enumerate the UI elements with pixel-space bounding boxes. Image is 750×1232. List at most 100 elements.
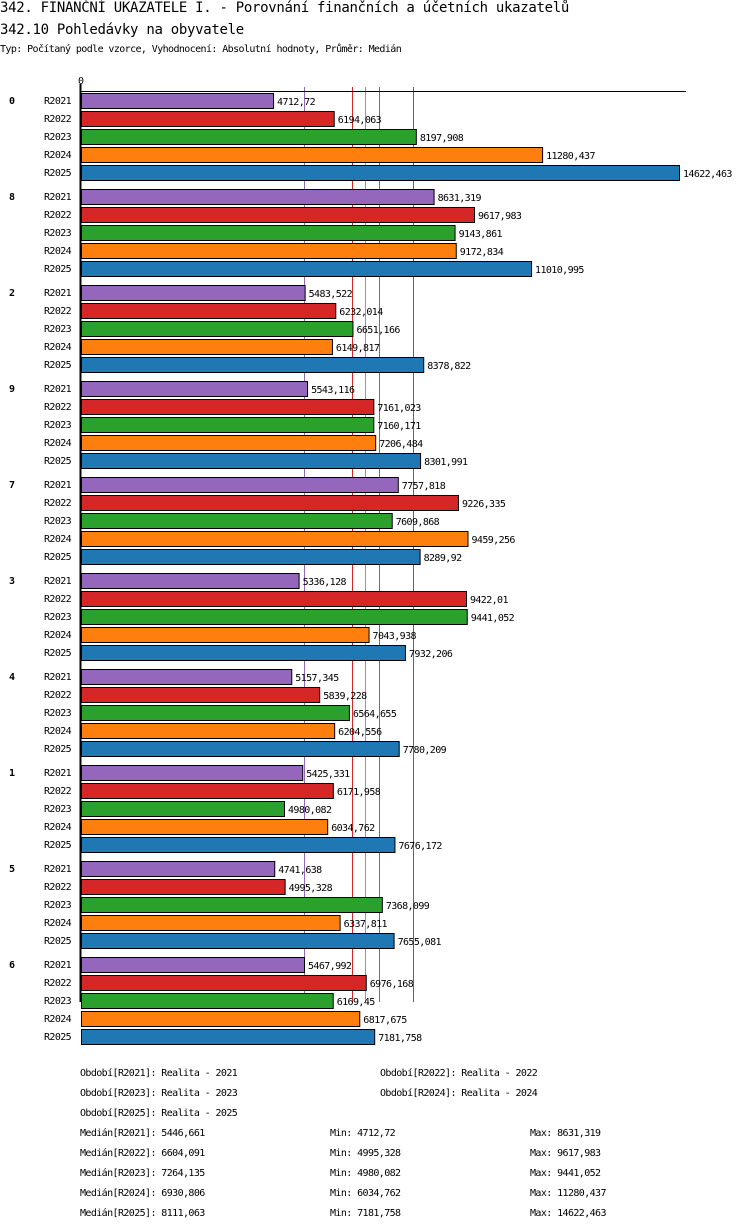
- bar-R2023: [81, 897, 383, 913]
- legend-stat-min: Min: 4712,72: [330, 1128, 396, 1139]
- series-label: R2024: [44, 822, 72, 833]
- value-label: 11280,437: [546, 151, 595, 162]
- value-label: 8289,92: [424, 553, 463, 564]
- legend-stat-max: Max: 9617,983: [530, 1148, 601, 1159]
- value-label: 5543,116: [311, 385, 355, 396]
- value-label: 5157,345: [295, 673, 339, 684]
- value-label: 8197,908: [420, 133, 464, 144]
- bar-R2025: [81, 165, 680, 181]
- bar-R2024: [81, 627, 370, 643]
- value-label: 9459,256: [471, 535, 515, 546]
- value-label: 9422,01: [470, 595, 509, 606]
- value-label: 7043,938: [373, 631, 417, 642]
- bar-R2024: [81, 1011, 361, 1027]
- value-label: 6817,675: [363, 1015, 407, 1026]
- value-label: 5467,992: [308, 961, 352, 972]
- series-label: R2024: [44, 342, 72, 353]
- category-label: 3: [9, 576, 15, 587]
- series-label: R2022: [44, 210, 72, 221]
- series-label: R2024: [44, 726, 72, 737]
- series-label: R2024: [44, 438, 72, 449]
- bar-R2023: [81, 801, 286, 817]
- bar-R2023: [81, 993, 334, 1009]
- bar-R2023: [81, 129, 417, 145]
- series-label: R2023: [44, 900, 72, 911]
- series-label: R2024: [44, 918, 72, 929]
- series-label: R2022: [44, 114, 72, 125]
- value-label: 4995,328: [289, 883, 333, 894]
- series-label: R2021: [44, 960, 72, 971]
- series-label: R2023: [44, 132, 72, 143]
- legend-stat-median: Medián[R2022]: 6604,091: [80, 1148, 205, 1159]
- bar-R2023: [81, 609, 468, 625]
- series-label: R2024: [44, 534, 72, 545]
- category-label: 4: [9, 672, 15, 683]
- bar-R2025: [81, 549, 421, 565]
- series-label: R2025: [44, 840, 72, 851]
- bar-R2023: [81, 225, 456, 241]
- bar-R2022: [81, 687, 321, 703]
- value-label: 7932,206: [409, 649, 453, 660]
- series-label: R2025: [44, 1032, 72, 1043]
- bar-R2021: [81, 765, 304, 781]
- bar-R2025: [81, 453, 422, 469]
- chart-subtitle: 342.10 Pohledávky na obyvatele: [0, 22, 244, 38]
- bar-R2021: [81, 381, 309, 397]
- legend-period: Období[R2025]: Realita - 2025: [80, 1108, 238, 1119]
- value-label: 7655,081: [398, 937, 442, 948]
- value-label: 6337,811: [344, 919, 388, 930]
- value-label: 6169,45: [337, 997, 376, 1008]
- bar-R2024: [81, 819, 329, 835]
- series-label: R2021: [44, 192, 72, 203]
- legend-stat-min: Min: 7181,758: [330, 1208, 401, 1219]
- x-tick-label: 0: [78, 76, 84, 87]
- value-label: 6171,958: [337, 787, 381, 798]
- category-label: 0: [9, 96, 15, 107]
- bar-R2021: [81, 669, 293, 685]
- value-label: 7676,172: [398, 841, 442, 852]
- category-label: 5: [9, 864, 15, 875]
- bar-R2022: [81, 303, 337, 319]
- value-label: 7160,171: [377, 421, 421, 432]
- bar-R2021: [81, 285, 306, 301]
- value-label: 7181,758: [378, 1033, 422, 1044]
- series-label: R2023: [44, 516, 72, 527]
- bar-R2023: [81, 513, 393, 529]
- bar-R2021: [81, 93, 275, 109]
- bar-R2022: [81, 111, 335, 127]
- legend-stat-max: Max: 14622,463: [530, 1208, 606, 1219]
- series-label: R2025: [44, 648, 72, 659]
- series-label: R2022: [44, 402, 72, 413]
- value-label: 4712,72: [277, 97, 316, 108]
- value-label: 5336,128: [303, 577, 347, 588]
- value-label: 4980,082: [288, 805, 332, 816]
- category-label: 7: [9, 480, 15, 491]
- series-label: R2024: [44, 1014, 72, 1025]
- value-label: 7161,023: [377, 403, 421, 414]
- value-label: 7757,818: [402, 481, 446, 492]
- chart-info: Typ: Počítaný podle vzorce, Vyhodnocení:…: [0, 44, 402, 55]
- series-label: R2023: [44, 228, 72, 239]
- series-label: R2022: [44, 306, 72, 317]
- value-label: 5483,522: [309, 289, 353, 300]
- bar-R2024: [81, 531, 469, 547]
- legend-stat-max: Max: 8631,319: [530, 1128, 601, 1139]
- series-label: R2021: [44, 288, 72, 299]
- bar-R2022: [81, 399, 375, 415]
- value-label: 9172,834: [460, 247, 504, 258]
- series-label: R2023: [44, 420, 72, 431]
- bar-R2022: [81, 783, 334, 799]
- value-label: 7609,868: [396, 517, 440, 528]
- bar-R2022: [81, 207, 475, 223]
- series-label: R2021: [44, 576, 72, 587]
- series-label: R2021: [44, 672, 72, 683]
- value-label: 8301,991: [424, 457, 468, 468]
- value-label: 9617,983: [478, 211, 522, 222]
- value-label: 6564,655: [353, 709, 397, 720]
- bar-R2021: [81, 861, 276, 877]
- legend-period: Období[R2022]: Realita - 2022: [380, 1068, 538, 1079]
- bar-R2021: [81, 189, 435, 205]
- value-label: 14622,463: [683, 169, 732, 180]
- legend-stat-max: Max: 9441,052: [530, 1168, 601, 1179]
- series-label: R2025: [44, 456, 72, 467]
